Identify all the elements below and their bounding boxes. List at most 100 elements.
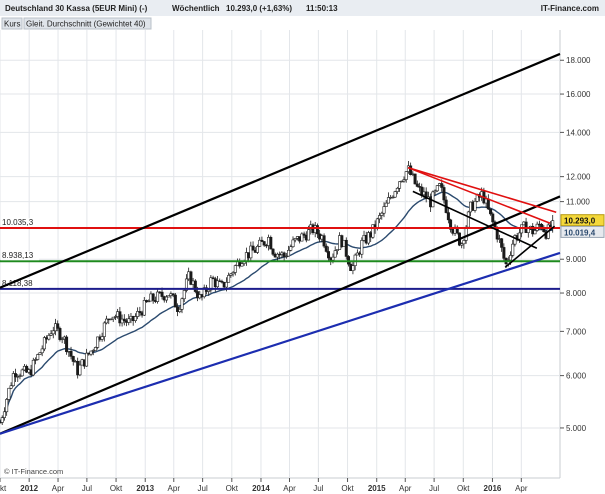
candle-body <box>207 289 211 292</box>
candle-body <box>142 300 146 316</box>
candle-body <box>440 183 444 188</box>
candle-body <box>435 185 439 192</box>
candle-body <box>102 322 106 337</box>
x-tick-label: Apr <box>52 484 65 493</box>
candle-body <box>40 348 44 354</box>
quote-label: 10.293,0 (+1,63%) <box>226 4 292 13</box>
candle-body <box>282 252 286 257</box>
level-label: 8.938,13 <box>2 251 34 260</box>
candle-body <box>473 200 477 211</box>
candle-body <box>182 290 186 300</box>
candle-body <box>402 179 406 182</box>
candle-body <box>69 351 73 357</box>
y-tick-label: 11.000 <box>566 198 590 207</box>
candle-body <box>118 311 122 324</box>
candle-body <box>34 359 38 361</box>
time-label: 11:50:13 <box>306 4 338 13</box>
legend-ma-chip[interactable] <box>23 17 152 30</box>
legend-price-chip[interactable] <box>1 17 23 30</box>
candle-body <box>395 187 399 192</box>
trendline-down-mid <box>412 190 538 249</box>
candle-body <box>189 271 193 285</box>
y-tick-label: 8.000 <box>566 289 587 298</box>
candle-body <box>2 411 6 418</box>
candle-body <box>229 273 233 276</box>
candle-body <box>409 165 413 175</box>
candle-body <box>442 187 446 201</box>
candle-body <box>300 233 304 242</box>
candle-body <box>220 281 224 283</box>
candle-body <box>9 385 13 389</box>
candle-body <box>327 251 331 259</box>
level-label-bg <box>1 217 39 227</box>
y-tick-label: 18.000 <box>566 56 591 65</box>
candle-body <box>71 356 75 362</box>
candle-body <box>446 212 450 221</box>
last-price-tag <box>560 214 605 227</box>
x-tick-label: Okt <box>341 484 354 493</box>
candle-body <box>78 364 82 376</box>
candle-body <box>526 228 530 233</box>
candle-body <box>351 265 355 271</box>
candle-body <box>460 243 464 246</box>
candle-body <box>51 330 55 335</box>
candle-body <box>151 293 155 301</box>
candle-body <box>284 255 288 258</box>
candle-body <box>122 318 126 322</box>
trendline-layer <box>0 52 561 435</box>
candle-body <box>371 224 375 238</box>
candle-body <box>531 225 535 235</box>
candle-body <box>249 245 253 259</box>
candle-body <box>344 239 348 257</box>
candle-body <box>38 352 42 355</box>
candle-body <box>5 399 9 413</box>
candle-body <box>233 265 237 273</box>
trendline-rebound <box>504 225 556 268</box>
candle-body <box>302 233 306 236</box>
candle-body <box>156 291 160 302</box>
candle-body <box>178 309 182 312</box>
x-tick-label: 2016 <box>484 484 502 493</box>
y-tick-label: 9.000 <box>566 255 587 264</box>
instrument-title: Deutschland 30 Kassa (5EUR Mini) (-) <box>5 4 148 13</box>
candle-body <box>260 239 264 242</box>
candle-body <box>65 336 69 353</box>
legend-price-label: Kurs <box>4 20 20 29</box>
candle-body <box>60 338 64 341</box>
header-bar <box>0 0 605 16</box>
candle-body <box>380 212 384 216</box>
candle-body <box>415 183 419 187</box>
level-label: 8.118,38 <box>2 279 33 288</box>
candle-body <box>7 387 11 400</box>
candle-body <box>491 213 495 223</box>
horizontal-levels-layer: 10.035,3 8.938,13 8.118,38 <box>0 217 560 290</box>
candle-body <box>464 226 468 241</box>
candle-body <box>133 316 137 321</box>
candle-body <box>271 248 275 255</box>
candle-body <box>113 316 117 318</box>
candle-body <box>400 180 404 183</box>
x-tick-label: 2013 <box>136 484 154 493</box>
candle-body <box>360 240 364 255</box>
candle-body <box>489 208 493 215</box>
candle-body <box>36 354 40 360</box>
trendline-long-support <box>0 251 561 435</box>
y-tick-label: 5.000 <box>566 424 587 433</box>
candle-body <box>56 323 60 329</box>
candle-body <box>291 239 295 248</box>
candle-body <box>324 245 328 252</box>
candle-body <box>216 280 220 288</box>
candle-body <box>58 328 62 340</box>
trendline-down-resist-2 <box>407 166 551 225</box>
candle-body <box>0 417 4 423</box>
candle-body <box>164 296 168 301</box>
candle-body <box>513 235 517 245</box>
candle-body <box>227 275 231 283</box>
ma-value-label: 10.019,4 <box>564 228 596 237</box>
level-label: 10.035,3 <box>2 218 34 227</box>
candle-body <box>14 373 18 378</box>
candle-body <box>287 250 291 257</box>
candle-body <box>404 171 408 180</box>
legend-ma-label: Gleit. Durchschnitt (Gewichtet 40) <box>26 20 146 29</box>
